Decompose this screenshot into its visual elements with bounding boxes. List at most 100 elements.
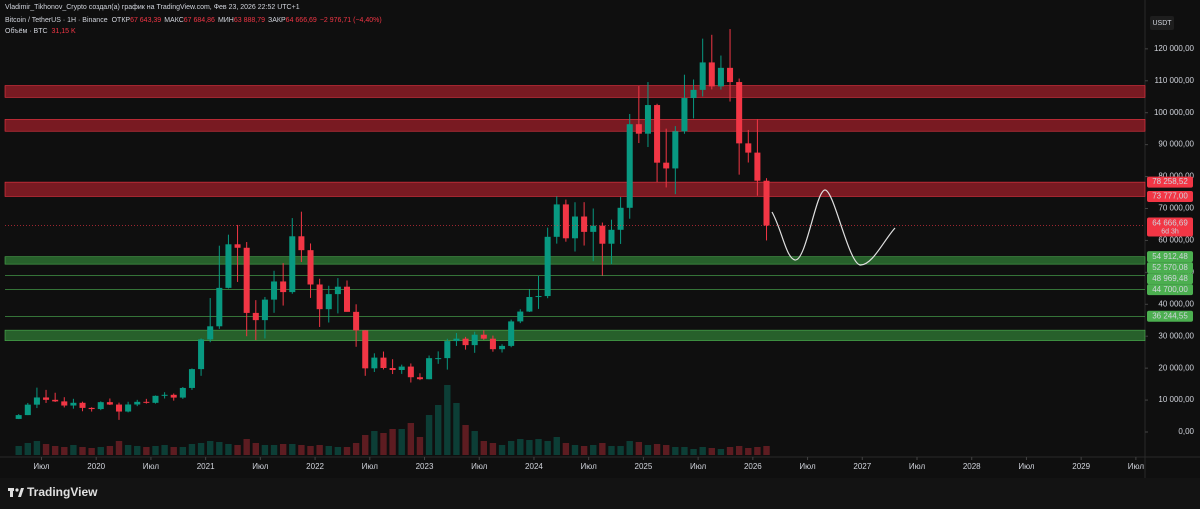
candle-body [261, 299, 268, 321]
candle-body [353, 311, 360, 331]
candle-body [599, 225, 606, 244]
candle-body [708, 62, 715, 87]
candle-body [43, 397, 50, 400]
candle-body [480, 334, 487, 339]
last-price-label: 64 666,69 [1152, 219, 1188, 228]
volume-bar [699, 447, 706, 455]
candle-body [198, 339, 205, 370]
volume-bar [371, 431, 378, 455]
candle-body [134, 401, 141, 405]
price-label-box [1147, 310, 1193, 322]
volume-bar [635, 442, 643, 455]
volume-bar [289, 444, 296, 455]
candle-body [33, 397, 40, 405]
currency-box[interactable] [1150, 16, 1174, 30]
volume-bar [708, 448, 715, 455]
attribution: Vladimir_Tikhonov_Crypto создал(а) графи… [5, 4, 300, 11]
candle-body [271, 281, 278, 300]
candle-body [526, 297, 533, 312]
volume-bar [124, 445, 132, 455]
candle-body [161, 394, 168, 396]
volume-title: Объём · BTC [5, 27, 48, 35]
ohlc-name: ОТКР [112, 17, 131, 24]
candle-body [152, 395, 159, 403]
candle-body [517, 311, 524, 322]
projection-sketch [771, 189, 896, 266]
candle-body [453, 338, 460, 342]
price-label: 54 912,48 [1152, 252, 1188, 261]
volume-bar [617, 446, 624, 455]
candle-body [234, 244, 241, 248]
x-tick-label: Июл [690, 462, 707, 471]
volume-bar [97, 447, 104, 455]
candle-body [79, 402, 86, 408]
volume-bar [70, 445, 77, 455]
y-tick-label: 80 000,00 [1158, 172, 1194, 181]
x-tick-label: Июл [909, 462, 926, 471]
candle-body [435, 358, 442, 360]
price-label: 44 700,00 [1152, 285, 1188, 294]
volume-bar [435, 405, 442, 455]
plot [4, 29, 1146, 455]
candle-body [672, 131, 679, 169]
candle-body [207, 326, 214, 340]
candle-body [544, 236, 551, 297]
volume-bar [389, 429, 396, 455]
x-tick-label: Июл [1128, 462, 1145, 471]
candle-body [225, 244, 232, 288]
candle-body [143, 401, 150, 403]
volume-bar [88, 448, 95, 455]
ohlc-value: 63 888,79 [234, 17, 265, 24]
candle-body [24, 404, 31, 416]
x-tick-label: Июл [33, 462, 50, 471]
symbol-line: Bitcoin / TetherUS · 1Н · Binance ОТКР67 … [5, 17, 382, 24]
volume-bar [298, 445, 305, 455]
x-tick-label: Июл [252, 462, 269, 471]
candle-body [325, 294, 332, 310]
volume-bar [61, 447, 68, 455]
volume-bar [544, 441, 551, 455]
ohlc-value: 67 643,39 [130, 17, 161, 24]
candle-body [52, 399, 59, 402]
y-tick-label: 40 000,00 [1158, 299, 1194, 308]
candle-body [499, 345, 506, 350]
volume-bar [380, 433, 387, 455]
candle-body [179, 387, 186, 398]
volume-bar [535, 439, 542, 455]
candle-body [106, 402, 113, 405]
candle-body [70, 402, 77, 406]
candle-body [654, 105, 661, 163]
volume-bar [24, 443, 31, 455]
y-tick-label: 110 000,00 [1155, 76, 1195, 85]
candle-body [371, 357, 378, 369]
volume-bar [453, 403, 460, 455]
candle-body [590, 225, 597, 232]
candle-body [316, 284, 323, 310]
volume-bar [507, 441, 515, 455]
volume-bar [571, 445, 579, 455]
candle-body [663, 162, 670, 169]
volume-bar [115, 441, 123, 455]
brand: TradingView [27, 485, 98, 499]
y-tick-label: 10 000,00 [1158, 395, 1194, 404]
volume-bar [15, 446, 22, 455]
volume-bar [207, 441, 214, 455]
volume-bar [243, 439, 250, 455]
x-tick-label: 2026 [744, 462, 762, 471]
x-tick-label: Июл [799, 462, 816, 471]
candle-body [343, 286, 351, 312]
price-label: 78 258,52 [1152, 177, 1188, 186]
change: −2 976,71 (−4,40%) [320, 17, 382, 24]
last-price-box [1147, 217, 1193, 237]
currency[interactable]: USDT [1152, 20, 1172, 27]
volume-bar [498, 445, 506, 455]
candle-body [334, 286, 341, 295]
candle-body [763, 180, 770, 226]
volume-bar [234, 445, 241, 455]
zone [4, 256, 1146, 265]
x-tick-label: Июл [471, 462, 488, 471]
candle-body [462, 338, 469, 346]
x-tick-label: Июл [581, 462, 598, 471]
candle-body [635, 124, 642, 134]
